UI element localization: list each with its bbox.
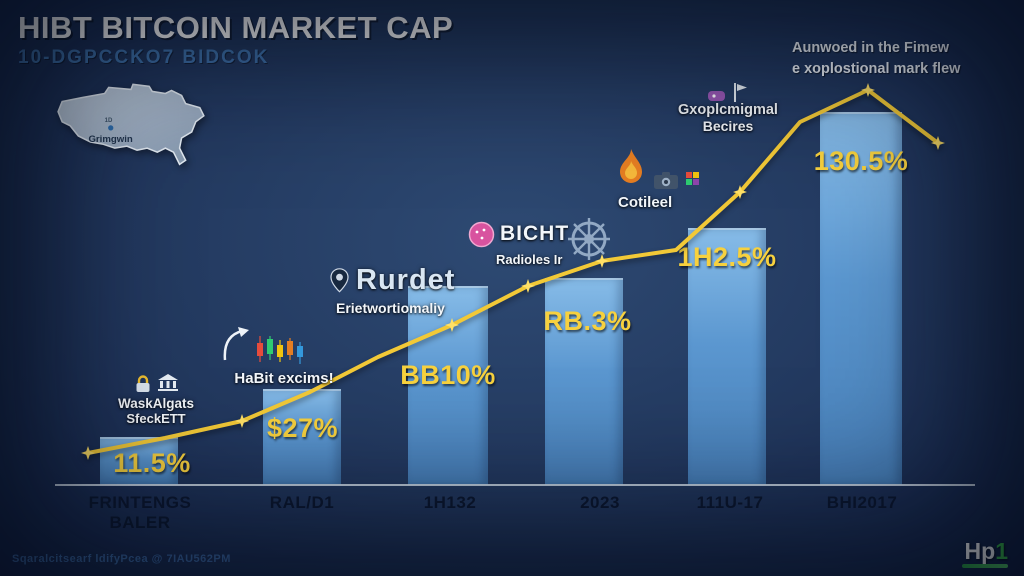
bar-value-label-5: 1H2.5% [677, 242, 777, 272]
flag-icon [734, 83, 747, 102]
purple-tag-icon [708, 91, 725, 101]
annotation-bicht-line2: Radioles Ir [496, 252, 563, 267]
annotation-rurdet-row: Rurdet [330, 264, 510, 297]
note-line-1: Aunwoed in the Fimew [792, 40, 950, 56]
x-label-3-line1: 1H132 [423, 493, 477, 512]
annotation-candles: HaBit excims! [222, 320, 346, 394]
camera-icon [654, 172, 678, 189]
x-label-6: BHI2017 [812, 493, 912, 513]
annotation-rurdet-line1: Rurdet [356, 264, 456, 296]
bank-icon [158, 374, 178, 391]
bar-value-label-4: RB.3% [543, 306, 632, 336]
annotation-bank-line2: SfeckETT [126, 411, 186, 426]
bar-value-label-3: BB10% [400, 360, 496, 390]
annotation-cotileel: Cotileel [606, 148, 730, 220]
brand-logo: Hp1 [965, 538, 1008, 565]
map-marker-dot [108, 125, 114, 131]
x-label-1-line2: BALER [109, 513, 171, 533]
annotation-becires-line2: Becires [702, 118, 754, 134]
logo-underline [962, 564, 1008, 568]
map-label: Grimgwin [88, 134, 132, 145]
annotation-candles-label: HaBit excims! [234, 370, 334, 387]
page-subtitle: 10-DGPCCKO7 BIDCOK [18, 47, 270, 68]
page-title: HIBT BITCOIN MARKET CAP [18, 10, 454, 45]
x-axis-line [55, 484, 975, 486]
bar-value-label-2: $27% [266, 413, 339, 443]
location-pin-icon [330, 268, 349, 293]
x-label-4: 2023 [550, 493, 650, 513]
x-label-6-line1: BHI2017 [826, 493, 898, 512]
annotation-becires-icons [672, 82, 784, 102]
annotation-bank-icons [98, 374, 214, 394]
usa-map: 1D Grimgwin [57, 83, 205, 166]
usa-map-shape [57, 83, 205, 166]
map-small-label: 1D [105, 118, 113, 124]
note-line-2: e xoplostional mark flew [792, 61, 961, 78]
logo-accent: 1 [995, 538, 1008, 564]
annotation-bicht: BICHT Radioles Ir [468, 216, 633, 278]
annotation-rurdet: Rurdet Erietwortiomaliy [330, 264, 510, 316]
annotation-bank: WaskAlgats SfeckETT [98, 374, 214, 426]
ship-wheel-icon [568, 218, 610, 260]
annotation-bicht-line1: BICHT [500, 222, 570, 245]
annotation-bank-line1: WaskAlgats [117, 396, 195, 411]
x-label-4-line1: 2023 [580, 493, 620, 512]
annotation-rurdet-line2: Erietwortiomaliy [336, 300, 445, 316]
pixel-art-icon [686, 172, 699, 185]
bar-value-label-6: 130.5% [813, 146, 909, 176]
pink-badge-icon [468, 221, 495, 248]
lock-icon [136, 375, 150, 392]
annotation-becires: Gxoplcmigmal Becires [672, 82, 784, 134]
x-label-1-line1: FRINTENGS [88, 493, 192, 512]
top-right-note: Aunwoed in the Fimew e xoplostional mark… [792, 38, 992, 80]
x-label-1: FRINTENGS BALER [78, 493, 202, 534]
annotation-becires-line1: Gxoplcmigmal [678, 102, 778, 118]
annotation-cotileel-label: Cotileel [618, 194, 673, 211]
x-label-2: RAL/D1 [252, 493, 352, 513]
bar-value-label-1: 11.5% [113, 448, 191, 478]
candlestick-icon [257, 336, 303, 364]
footer-caption: Sqaralcitsearf ldifyPcea @ 7IAU562PM [12, 553, 231, 565]
x-label-2-line1: RAL/D1 [269, 493, 335, 512]
logo-text: Hp [964, 538, 996, 564]
flame-icon [620, 149, 642, 183]
x-label-5-line1: 111U-17 [696, 493, 764, 512]
x-label-3: 1H132 [400, 493, 500, 513]
curved-arrow-icon [223, 327, 249, 361]
x-label-5: 111U-17 [680, 493, 780, 513]
